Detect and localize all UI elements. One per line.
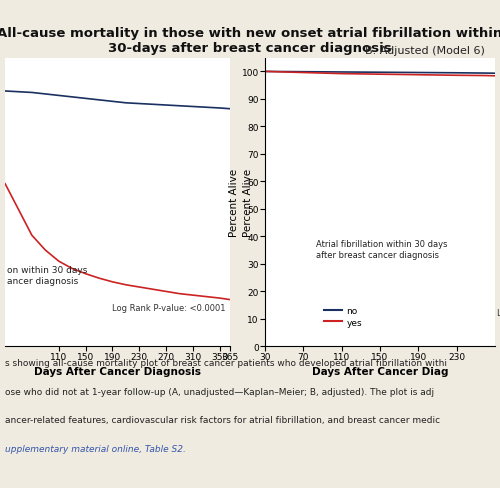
Text: Percent Alive: Percent Alive bbox=[243, 168, 253, 237]
Y-axis label: Percent Alive: Percent Alive bbox=[228, 168, 238, 237]
X-axis label: Days After Cancer Diagnosis: Days After Cancer Diagnosis bbox=[34, 366, 201, 376]
Text: ancer-related features, cardiovascular risk factors for atrial fibrillation, and: ancer-related features, cardiovascular r… bbox=[5, 415, 440, 424]
Text: upplementary material online, Table S2.: upplementary material online, Table S2. bbox=[5, 444, 186, 452]
Text: 30-days after breast cancer diagnosis: 30-days after breast cancer diagnosis bbox=[108, 41, 392, 55]
Text: Log Ra: Log Ra bbox=[498, 309, 500, 318]
Text: B. Adjusted (Model 6): B. Adjusted (Model 6) bbox=[365, 46, 485, 56]
Text: ose who did not at 1-year follow-up (A, unadjusted—Kaplan–Meier; B, adjusted). T: ose who did not at 1-year follow-up (A, … bbox=[5, 387, 434, 396]
Text: All-cause mortality in those with new onset atrial fibrillation within: All-cause mortality in those with new on… bbox=[0, 27, 500, 40]
X-axis label: Days After Cancer Diag: Days After Cancer Diag bbox=[312, 366, 448, 376]
Text: Log Rank P-value: <0.0001: Log Rank P-value: <0.0001 bbox=[112, 303, 226, 312]
Legend: no, yes: no, yes bbox=[320, 303, 366, 330]
Text: on within 30 days
ancer diagnosis: on within 30 days ancer diagnosis bbox=[7, 266, 87, 285]
Text: s showing all-cause mortality plot of breast cancer patients who developed atria: s showing all-cause mortality plot of br… bbox=[5, 359, 447, 367]
Text: Atrial fibrillation within 30 days
after breast cancer diagnosis: Atrial fibrillation within 30 days after… bbox=[316, 240, 447, 259]
